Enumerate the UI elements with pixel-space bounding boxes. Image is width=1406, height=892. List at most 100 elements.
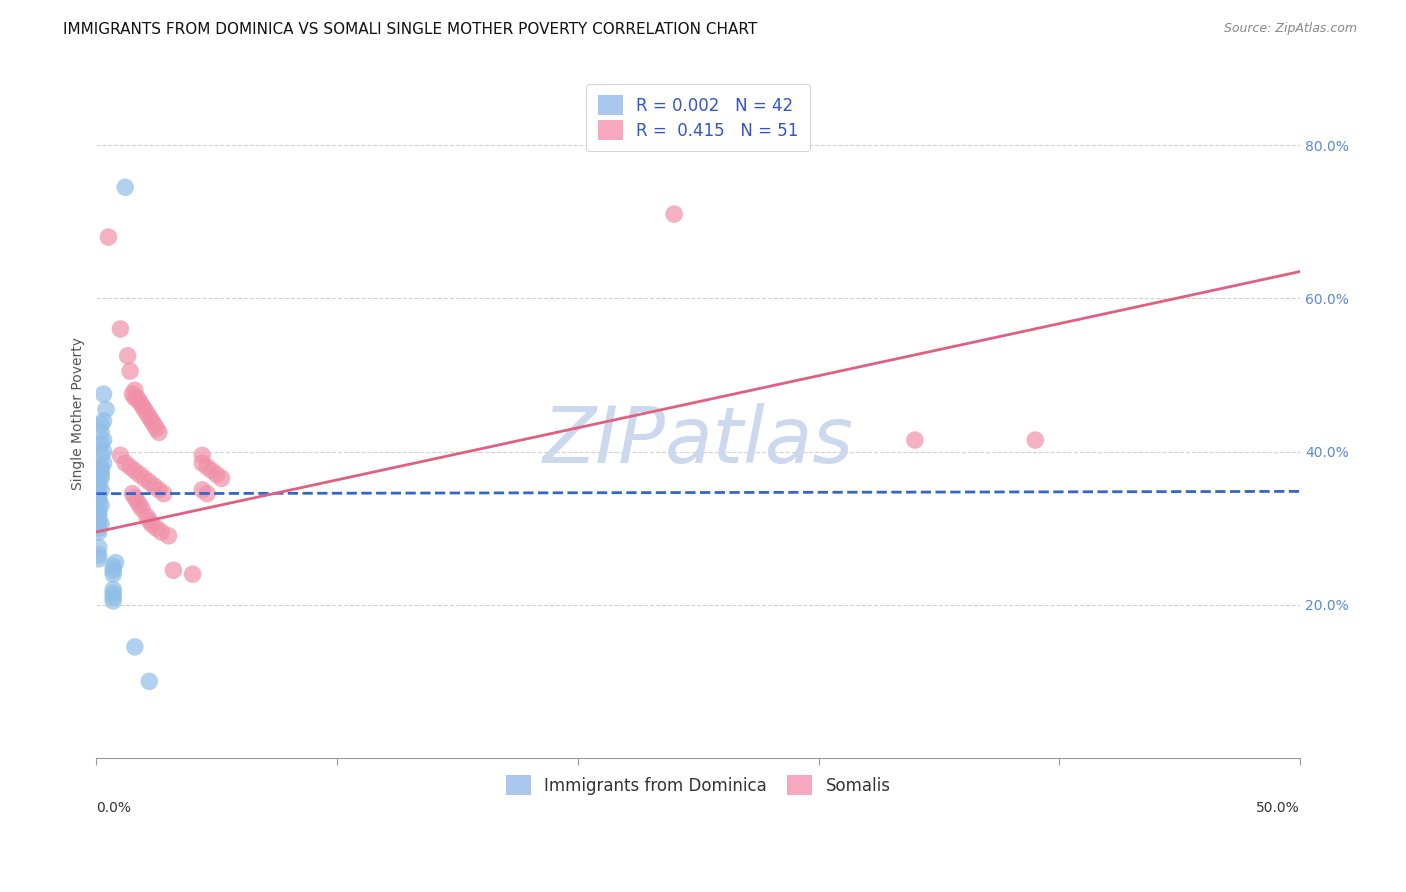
Point	[104, 556, 127, 570]
Point	[87, 509, 110, 524]
Point	[121, 387, 143, 401]
Point	[211, 471, 233, 485]
Point	[145, 421, 167, 435]
Point	[138, 674, 160, 689]
Point	[150, 524, 173, 539]
Point	[110, 449, 132, 463]
Point	[143, 417, 166, 432]
Point	[134, 402, 156, 417]
Point	[114, 180, 136, 194]
Point	[90, 483, 112, 497]
Point	[191, 449, 214, 463]
Point	[87, 521, 110, 535]
Point	[87, 502, 110, 516]
Point	[131, 502, 153, 516]
Legend: Immigrants from Dominica, Somalis: Immigrants from Dominica, Somalis	[499, 769, 897, 801]
Point	[93, 414, 115, 428]
Point	[201, 464, 224, 478]
Point	[135, 509, 157, 524]
Point	[135, 406, 157, 420]
Point	[90, 471, 112, 485]
Point	[131, 399, 153, 413]
Point	[124, 384, 146, 398]
Point	[103, 567, 125, 582]
Point	[90, 417, 112, 432]
Point	[138, 475, 160, 490]
Point	[90, 498, 112, 512]
Point	[124, 491, 146, 505]
Point	[87, 551, 110, 566]
Point	[124, 640, 146, 654]
Point	[128, 394, 150, 409]
Point	[127, 391, 149, 405]
Point	[94, 402, 117, 417]
Point	[90, 459, 112, 474]
Text: IMMIGRANTS FROM DOMINICA VS SOMALI SINGLE MOTHER POVERTY CORRELATION CHART: IMMIGRANTS FROM DOMINICA VS SOMALI SINGL…	[63, 22, 758, 37]
Point	[90, 467, 112, 482]
Point	[103, 563, 125, 577]
Point	[143, 479, 166, 493]
Point	[191, 456, 214, 470]
Point	[120, 364, 142, 378]
Point	[145, 521, 167, 535]
Point	[103, 586, 125, 600]
Point	[103, 590, 125, 604]
Point	[93, 456, 115, 470]
Point	[117, 349, 139, 363]
Point	[90, 425, 112, 440]
Point	[134, 471, 156, 485]
Text: Source: ZipAtlas.com: Source: ZipAtlas.com	[1223, 22, 1357, 36]
Point	[162, 563, 184, 577]
Y-axis label: Single Mother Poverty: Single Mother Poverty	[72, 337, 86, 490]
Point	[110, 322, 132, 336]
Point	[103, 559, 125, 574]
Point	[195, 486, 218, 500]
Point	[148, 483, 170, 497]
Point	[87, 479, 110, 493]
Point	[127, 494, 149, 508]
Point	[191, 483, 214, 497]
Text: 50.0%: 50.0%	[1257, 801, 1301, 814]
Point	[87, 491, 110, 505]
Point	[121, 486, 143, 500]
Point	[205, 467, 228, 482]
Point	[124, 391, 146, 405]
Point	[138, 514, 160, 528]
Point	[103, 582, 125, 597]
Point	[90, 517, 112, 532]
Point	[114, 456, 136, 470]
Point	[148, 425, 170, 440]
Point	[103, 594, 125, 608]
Point	[181, 567, 204, 582]
Point	[141, 517, 163, 532]
Point	[97, 230, 120, 244]
Point	[128, 498, 150, 512]
Text: 0.0%: 0.0%	[97, 801, 131, 814]
Point	[124, 464, 146, 478]
Point	[93, 444, 115, 458]
Point	[90, 449, 112, 463]
Point	[128, 467, 150, 482]
Point	[138, 410, 160, 425]
Point	[195, 459, 218, 474]
Point	[141, 414, 163, 428]
Point	[93, 387, 115, 401]
Point	[157, 529, 180, 543]
Point	[87, 524, 110, 539]
Point	[87, 494, 110, 508]
Point	[90, 464, 112, 478]
Point	[87, 514, 110, 528]
Point	[87, 486, 110, 500]
Point	[152, 486, 174, 500]
Point	[120, 459, 142, 474]
Text: ZIPatlas: ZIPatlas	[543, 403, 853, 479]
Point	[662, 207, 685, 221]
Point	[87, 506, 110, 520]
Point	[904, 433, 927, 447]
Point	[1024, 433, 1046, 447]
Point	[87, 548, 110, 562]
Point	[90, 437, 112, 451]
Point	[93, 433, 115, 447]
Point	[87, 541, 110, 555]
Point	[87, 475, 110, 490]
